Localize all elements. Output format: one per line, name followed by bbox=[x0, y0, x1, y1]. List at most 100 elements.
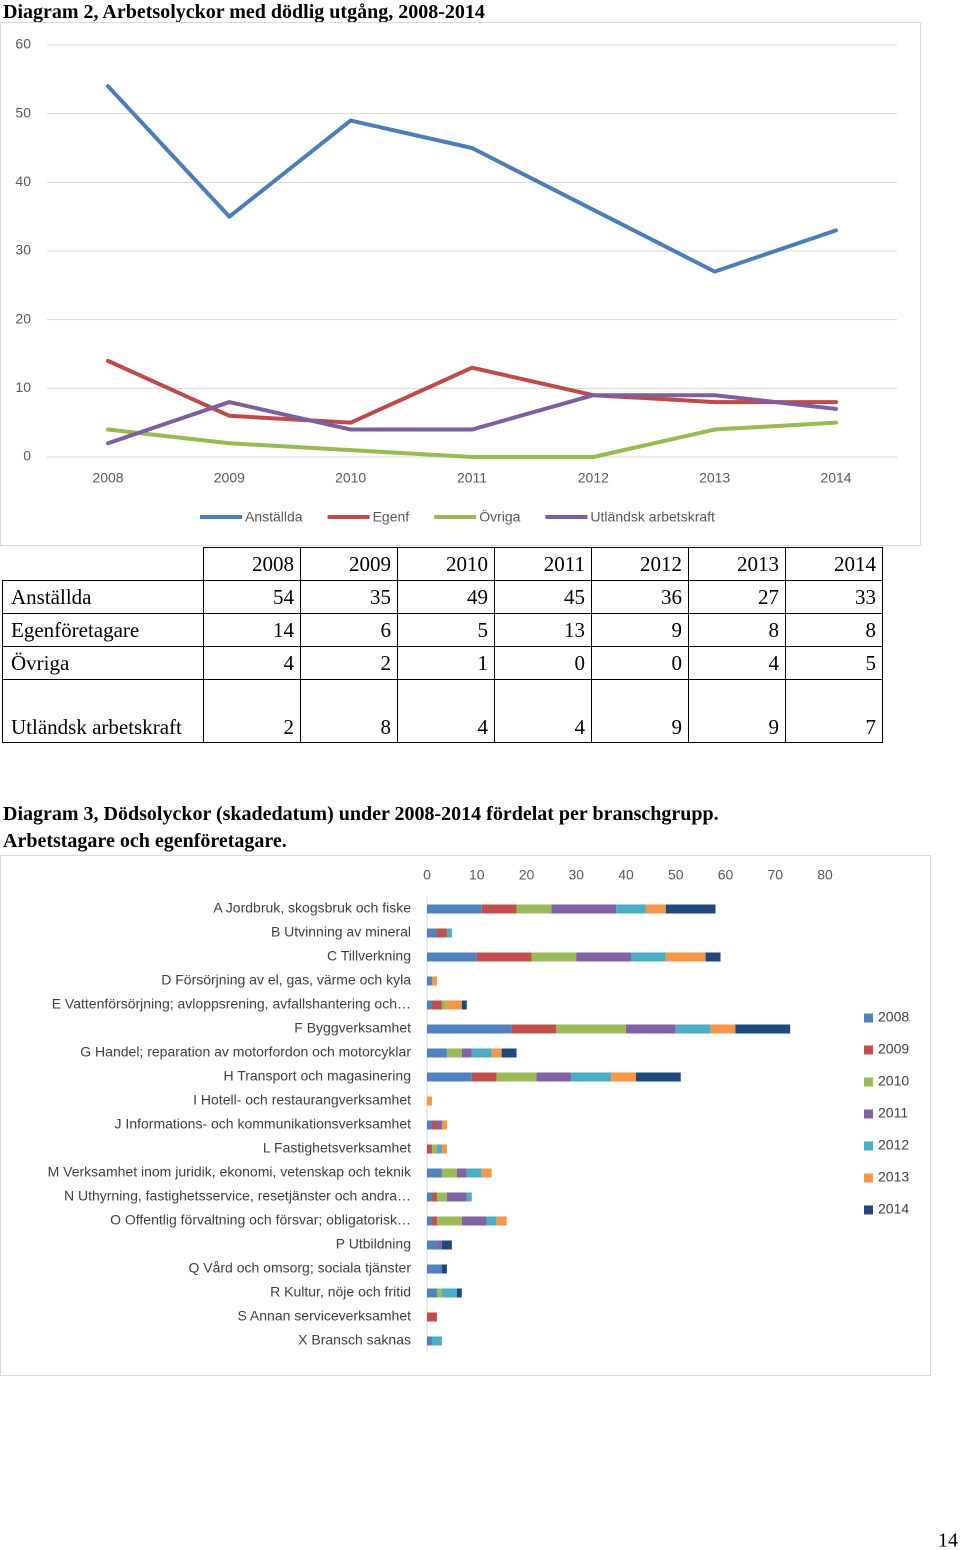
bar-segment bbox=[531, 952, 577, 962]
bar-segment bbox=[481, 904, 517, 914]
bar-segment bbox=[427, 1312, 437, 1322]
category-label: N Uthyrning, fastighetsservice, resetjän… bbox=[64, 1188, 411, 1204]
legend-label: Anställda bbox=[245, 509, 303, 525]
row-label: Egenföretagare bbox=[2, 613, 204, 647]
bar-segment bbox=[576, 952, 631, 962]
category-label: Q Vård och omsorg; sociala tjänster bbox=[188, 1260, 411, 1276]
category-label: L Fastighetsverksamhet bbox=[263, 1140, 411, 1156]
blank-cell bbox=[3, 548, 204, 581]
bar-segment bbox=[511, 1024, 557, 1034]
bar-segment bbox=[446, 928, 452, 938]
bar-segment bbox=[436, 1120, 442, 1130]
series-line bbox=[106, 84, 838, 274]
y-tick-label: 60 bbox=[15, 36, 31, 52]
legend-swatch bbox=[864, 1141, 873, 1151]
value-cell: 54 bbox=[203, 580, 301, 614]
category-label: G Handel; reparation av motorfordon och … bbox=[80, 1044, 411, 1060]
bar-segment bbox=[446, 1048, 462, 1058]
bar-segment bbox=[427, 1024, 512, 1034]
bar-segment bbox=[436, 1288, 442, 1298]
bar-segment bbox=[427, 1264, 442, 1274]
bar-segment bbox=[486, 1216, 497, 1226]
bar-segment bbox=[516, 904, 552, 914]
bar-segment bbox=[496, 1216, 507, 1226]
bar-segment bbox=[551, 904, 617, 914]
bar-segment bbox=[427, 1240, 437, 1250]
series-line bbox=[106, 420, 838, 459]
legend-label: 2011 bbox=[878, 1105, 908, 1121]
bar-segment bbox=[441, 1120, 447, 1130]
value-cell: 4 bbox=[203, 646, 301, 680]
value-cell: 6 bbox=[300, 613, 398, 647]
legend-label: Utländsk arbetskraft bbox=[590, 509, 715, 525]
bar-segment bbox=[427, 1168, 442, 1178]
value-cell: 5 bbox=[785, 646, 883, 680]
bar-segment bbox=[427, 1216, 432, 1226]
legend-label: 2012 bbox=[878, 1137, 909, 1153]
y-tick-label: 0 bbox=[23, 448, 31, 464]
x-tick-label: 2013 bbox=[699, 470, 730, 486]
value-cell: 9 bbox=[591, 613, 689, 647]
value-cell: 2 bbox=[203, 679, 301, 743]
value-cell: 4 bbox=[688, 646, 786, 680]
chart-title: Diagram 2, Arbetsolyckor med dödlig utgå… bbox=[3, 1, 485, 23]
bar-segment bbox=[536, 1072, 572, 1082]
header-cell: 2009 bbox=[300, 547, 398, 581]
value-cell: 49 bbox=[397, 580, 495, 614]
x-tick-label: 10 bbox=[469, 867, 485, 883]
bar-segment bbox=[611, 1072, 636, 1082]
value-cell: 0 bbox=[591, 646, 689, 680]
table-header-row: 2008 2009 2010 2011 2012 2013 2014 bbox=[3, 547, 883, 581]
category-label: F Byggverksamhet bbox=[294, 1020, 411, 1036]
value-cell: 4 bbox=[397, 679, 495, 743]
bar-segment bbox=[427, 1000, 432, 1010]
bar-segment bbox=[441, 1168, 457, 1178]
chart-title: Diagram 3, Dödsolyckor (skadedatum) unde… bbox=[3, 803, 719, 852]
bar-segment bbox=[427, 1096, 432, 1106]
bar-segment bbox=[436, 1216, 462, 1226]
value-cell: 45 bbox=[494, 580, 592, 614]
header-cell: 2008 bbox=[203, 547, 301, 581]
legend-swatch bbox=[864, 1013, 873, 1023]
row-label: Utländsk arbetskraft bbox=[2, 679, 204, 743]
row-label: Anställda bbox=[2, 580, 204, 614]
bar-segment bbox=[427, 1192, 432, 1202]
chart-frame bbox=[0, 22, 921, 546]
bar-segment bbox=[427, 952, 477, 962]
bar-segment bbox=[616, 904, 646, 914]
bar-segment bbox=[446, 1192, 467, 1202]
bar-segment bbox=[461, 1000, 467, 1010]
x-tick-label: 2014 bbox=[820, 470, 851, 486]
table-row: Övriga 4 2 1 0 0 4 5 bbox=[2, 646, 883, 680]
bar-segment bbox=[427, 1288, 437, 1298]
bar-segment bbox=[461, 1048, 472, 1058]
bar-segment bbox=[441, 1000, 447, 1010]
bar-segment bbox=[491, 1048, 502, 1058]
value-cell: 2 bbox=[300, 646, 398, 680]
category-label: X Bransch saknas bbox=[298, 1332, 411, 1348]
x-tick-label: 80 bbox=[817, 867, 833, 883]
category-label: D Försörjning av el, gas, värme och kyla bbox=[161, 972, 411, 988]
bar-segment bbox=[441, 1288, 457, 1298]
bar-segment bbox=[431, 1336, 442, 1346]
y-tick-label: 20 bbox=[15, 310, 31, 326]
series-line bbox=[106, 358, 838, 425]
x-tick-label: 2008 bbox=[92, 470, 123, 486]
bar-segment bbox=[675, 1024, 711, 1034]
bar-segment bbox=[431, 1216, 437, 1226]
bar-segment bbox=[476, 952, 532, 962]
bar-segment bbox=[427, 1336, 432, 1346]
row-label: Övriga bbox=[2, 646, 204, 680]
bar-segment bbox=[665, 904, 716, 914]
page-number: 14 bbox=[938, 1530, 958, 1550]
bar-segment bbox=[466, 1168, 482, 1178]
category-label: H Transport och magasinering bbox=[223, 1068, 411, 1084]
series-line bbox=[106, 393, 838, 446]
header-cell: 2011 bbox=[494, 547, 592, 581]
bar-segment bbox=[436, 928, 447, 938]
value-cell: 13 bbox=[494, 613, 592, 647]
bar-segment bbox=[635, 1072, 681, 1082]
bar-segment bbox=[441, 1264, 447, 1274]
category-label: M Verksamhet inom juridik, ekonomi, vete… bbox=[48, 1164, 412, 1180]
